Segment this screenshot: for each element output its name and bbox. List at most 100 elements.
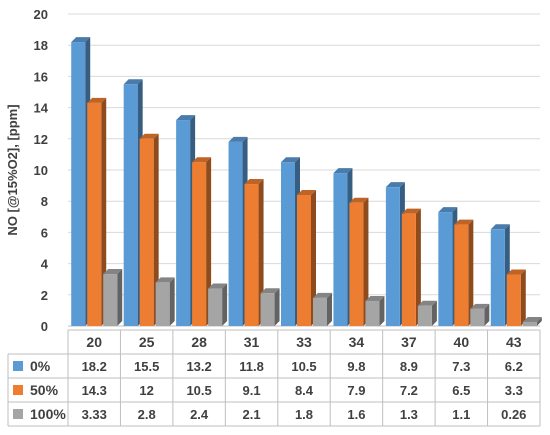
y-tick-label: 10 <box>34 163 48 178</box>
bar-top <box>313 292 332 298</box>
data-label: 9.1 <box>243 383 261 398</box>
data-label: 2.4 <box>190 407 209 422</box>
bar <box>506 274 521 326</box>
bar-side <box>520 269 526 326</box>
bar <box>260 293 275 326</box>
bar-top <box>155 277 175 283</box>
data-label: 9.8 <box>347 359 365 374</box>
bar-side <box>206 157 212 326</box>
data-label: 1.1 <box>452 407 470 422</box>
y-axis-label: NO [@15%O2], [ppm] <box>5 104 20 235</box>
data-label: 7.3 <box>452 359 470 374</box>
data-label: 12 <box>139 383 153 398</box>
bar-side <box>274 288 280 326</box>
bar <box>71 42 86 326</box>
data-label: 1.6 <box>347 407 365 422</box>
data-label: 10.5 <box>291 359 316 374</box>
bar-top <box>438 207 458 213</box>
bar <box>470 308 485 326</box>
data-label: 2.1 <box>243 407 261 422</box>
bar-top <box>401 208 421 214</box>
data-label: 6.2 <box>505 359 523 374</box>
legend-swatch <box>13 409 23 419</box>
legend-label: 50% <box>30 382 59 398</box>
bar-side <box>431 300 437 326</box>
bar <box>155 282 170 326</box>
data-label: 8.4 <box>295 383 314 398</box>
bar <box>401 213 416 326</box>
y-tick-label: 16 <box>34 69 48 84</box>
bar-top <box>244 179 264 185</box>
bar <box>87 102 102 326</box>
legend-label: 100% <box>30 406 66 422</box>
x-tick-label: 37 <box>401 334 417 350</box>
bar-side <box>311 189 316 326</box>
bar-side <box>468 219 474 326</box>
data-label: 7.9 <box>347 383 365 398</box>
bar <box>522 321 537 326</box>
bar-side <box>101 97 107 326</box>
y-tick-label: 18 <box>34 38 48 53</box>
bar <box>228 141 243 326</box>
bar-side <box>117 269 123 326</box>
bar-side <box>379 296 385 326</box>
bar <box>385 187 400 326</box>
bar-top <box>71 37 91 43</box>
bar <box>313 297 327 326</box>
bar-top <box>297 189 316 195</box>
bar <box>454 224 469 326</box>
data-label: 8.9 <box>400 359 418 374</box>
data-label: 6.5 <box>452 383 470 398</box>
data-label: 1.8 <box>295 407 313 422</box>
data-label: 3.33 <box>82 407 107 422</box>
x-tick-label: 20 <box>86 334 102 350</box>
bar-top <box>228 136 248 142</box>
x-tick-label: 40 <box>454 334 470 350</box>
bar-top <box>470 303 490 309</box>
y-tick-label: 12 <box>34 132 48 147</box>
bar-side <box>153 133 159 326</box>
bar <box>103 274 118 326</box>
bar-side <box>169 277 175 326</box>
bar-side <box>222 283 228 326</box>
x-tick-label: 25 <box>139 334 155 350</box>
data-label: 3.3 <box>505 383 523 398</box>
data-label: 2.8 <box>138 407 156 422</box>
data-label: 18.2 <box>82 359 107 374</box>
bar <box>281 162 295 326</box>
y-tick-label: 4 <box>41 257 49 272</box>
legend-swatch <box>13 361 23 371</box>
data-label: 0.26 <box>501 407 526 422</box>
bar <box>123 84 138 326</box>
bar <box>349 202 364 326</box>
legend-label: 0% <box>30 358 51 374</box>
bar-top <box>349 197 369 203</box>
bar-top <box>208 283 228 289</box>
bar-top <box>281 157 300 163</box>
bar-top <box>123 79 143 85</box>
bar-top <box>176 115 196 121</box>
bar-top <box>385 182 405 188</box>
bar-side <box>363 197 369 326</box>
bar-side <box>536 316 542 326</box>
bar-side <box>258 179 264 326</box>
y-tick-label: 8 <box>41 194 48 209</box>
y-tick-label: 20 <box>34 7 48 22</box>
bar <box>192 162 207 326</box>
bar <box>176 120 191 326</box>
bar-top <box>490 224 510 230</box>
legend-swatch <box>13 385 23 395</box>
y-tick-label: 0 <box>41 319 48 334</box>
bar-side <box>484 303 490 326</box>
bar-top <box>506 269 526 275</box>
x-tick-label: 33 <box>296 334 312 350</box>
bar-top <box>103 269 123 275</box>
bar <box>244 184 259 326</box>
bar <box>417 305 432 326</box>
data-label: 14.3 <box>82 383 107 398</box>
bar-top <box>139 133 159 139</box>
bar-top <box>87 97 107 103</box>
bar-top <box>365 296 385 302</box>
